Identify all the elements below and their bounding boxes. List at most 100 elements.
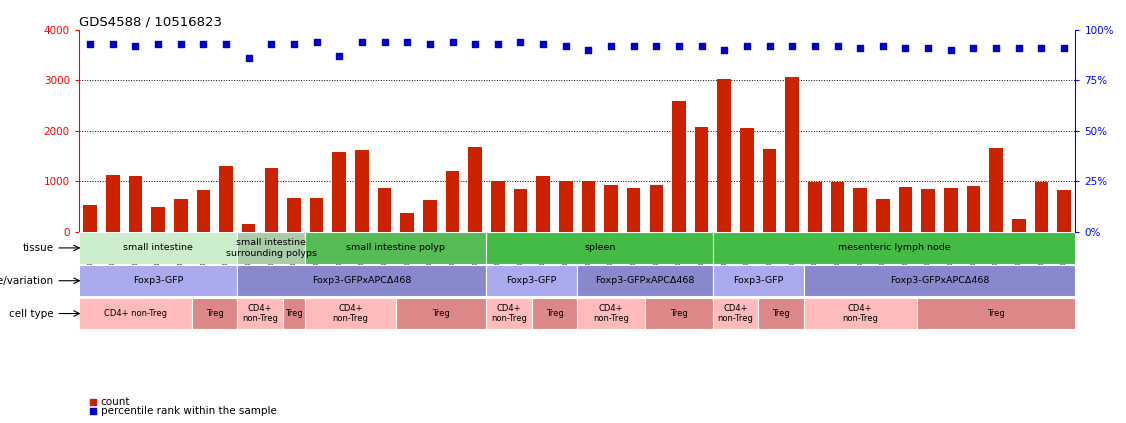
Bar bbox=[921, 189, 935, 231]
Point bbox=[83, 408, 101, 415]
Point bbox=[217, 40, 235, 47]
Text: GDS4588 / 10516823: GDS4588 / 10516823 bbox=[79, 16, 222, 28]
Point bbox=[625, 42, 643, 49]
Text: CD4+
non-Treg: CD4+ non-Treg bbox=[242, 304, 278, 323]
Bar bbox=[305, 232, 486, 264]
Bar bbox=[151, 207, 164, 231]
Text: CD4+
non-Treg: CD4+ non-Treg bbox=[717, 304, 753, 323]
Bar bbox=[1057, 190, 1071, 231]
Point bbox=[1033, 44, 1051, 51]
Point bbox=[692, 42, 711, 49]
Point bbox=[83, 399, 101, 406]
Text: Foxp3-GFP: Foxp3-GFP bbox=[133, 276, 184, 285]
Bar bbox=[423, 200, 437, 231]
Bar bbox=[355, 150, 368, 231]
Point bbox=[466, 40, 484, 47]
Point bbox=[1010, 44, 1028, 51]
Bar bbox=[786, 77, 799, 231]
Bar bbox=[831, 182, 844, 231]
Text: Treg: Treg bbox=[432, 309, 450, 318]
Bar bbox=[717, 79, 731, 231]
Point bbox=[489, 40, 507, 47]
Text: mesenteric lymph node: mesenteric lymph node bbox=[838, 243, 950, 253]
Bar bbox=[944, 188, 957, 231]
Text: count: count bbox=[101, 397, 131, 407]
Point bbox=[851, 44, 869, 51]
Point bbox=[285, 40, 303, 47]
Bar bbox=[287, 198, 301, 231]
Point bbox=[896, 44, 914, 51]
Bar bbox=[332, 152, 346, 231]
Bar bbox=[401, 213, 414, 231]
Point bbox=[81, 40, 99, 47]
Point bbox=[444, 38, 462, 45]
Bar bbox=[106, 175, 119, 231]
Text: cell type: cell type bbox=[9, 308, 54, 319]
Point bbox=[806, 42, 824, 49]
Bar bbox=[1012, 219, 1026, 231]
Bar bbox=[238, 265, 486, 297]
Text: Foxp3-GFPxAPCΔ468: Foxp3-GFPxAPCΔ468 bbox=[596, 276, 695, 285]
Bar bbox=[966, 186, 981, 231]
Bar bbox=[804, 265, 1075, 297]
Text: small intestine: small intestine bbox=[123, 243, 193, 253]
Text: small intestine polyp: small intestine polyp bbox=[347, 243, 445, 253]
Bar bbox=[854, 187, 867, 231]
Bar bbox=[238, 232, 305, 264]
Bar bbox=[650, 185, 663, 231]
Point bbox=[172, 40, 190, 47]
Bar bbox=[305, 298, 396, 329]
Text: spleen: spleen bbox=[584, 243, 616, 253]
Point bbox=[919, 44, 937, 51]
Point bbox=[760, 42, 778, 49]
Point bbox=[602, 42, 620, 49]
Bar bbox=[758, 298, 804, 329]
Bar bbox=[283, 298, 305, 329]
Point bbox=[534, 40, 552, 47]
Bar bbox=[578, 265, 713, 297]
Bar bbox=[740, 127, 753, 231]
Bar bbox=[645, 298, 713, 329]
Bar bbox=[695, 126, 708, 231]
Bar bbox=[627, 187, 641, 231]
Text: Foxp3-GFP: Foxp3-GFP bbox=[733, 276, 784, 285]
Bar bbox=[536, 176, 549, 231]
Point bbox=[262, 40, 280, 47]
Bar bbox=[79, 265, 238, 297]
Bar bbox=[220, 166, 233, 231]
Point bbox=[104, 40, 122, 47]
Bar bbox=[378, 188, 392, 231]
Point bbox=[376, 38, 394, 45]
Point bbox=[330, 52, 348, 59]
Point bbox=[647, 42, 665, 49]
Bar bbox=[713, 265, 804, 297]
Text: Foxp3-GFP: Foxp3-GFP bbox=[507, 276, 557, 285]
Point bbox=[715, 47, 733, 53]
Bar bbox=[1035, 182, 1048, 231]
Text: genotype/variation: genotype/variation bbox=[0, 276, 54, 286]
Bar bbox=[804, 298, 917, 329]
Bar bbox=[446, 171, 459, 231]
Bar bbox=[265, 168, 278, 231]
Text: Treg: Treg bbox=[546, 309, 563, 318]
Point bbox=[784, 42, 802, 49]
Point bbox=[874, 42, 892, 49]
Point bbox=[988, 44, 1006, 51]
Text: CD4+
non-Treg: CD4+ non-Treg bbox=[842, 304, 878, 323]
Bar bbox=[672, 101, 686, 231]
Point bbox=[580, 47, 598, 53]
Bar bbox=[713, 232, 1075, 264]
Bar bbox=[990, 148, 1003, 231]
Point bbox=[829, 42, 847, 49]
Bar bbox=[513, 189, 527, 231]
Bar bbox=[899, 187, 912, 231]
Point bbox=[556, 42, 574, 49]
Bar bbox=[310, 198, 323, 231]
Text: CD4+ non-Treg: CD4+ non-Treg bbox=[104, 309, 167, 318]
Bar bbox=[713, 298, 758, 329]
Point bbox=[126, 42, 144, 49]
Bar bbox=[531, 298, 578, 329]
Bar bbox=[578, 298, 645, 329]
Bar bbox=[582, 181, 596, 231]
Point bbox=[511, 38, 529, 45]
